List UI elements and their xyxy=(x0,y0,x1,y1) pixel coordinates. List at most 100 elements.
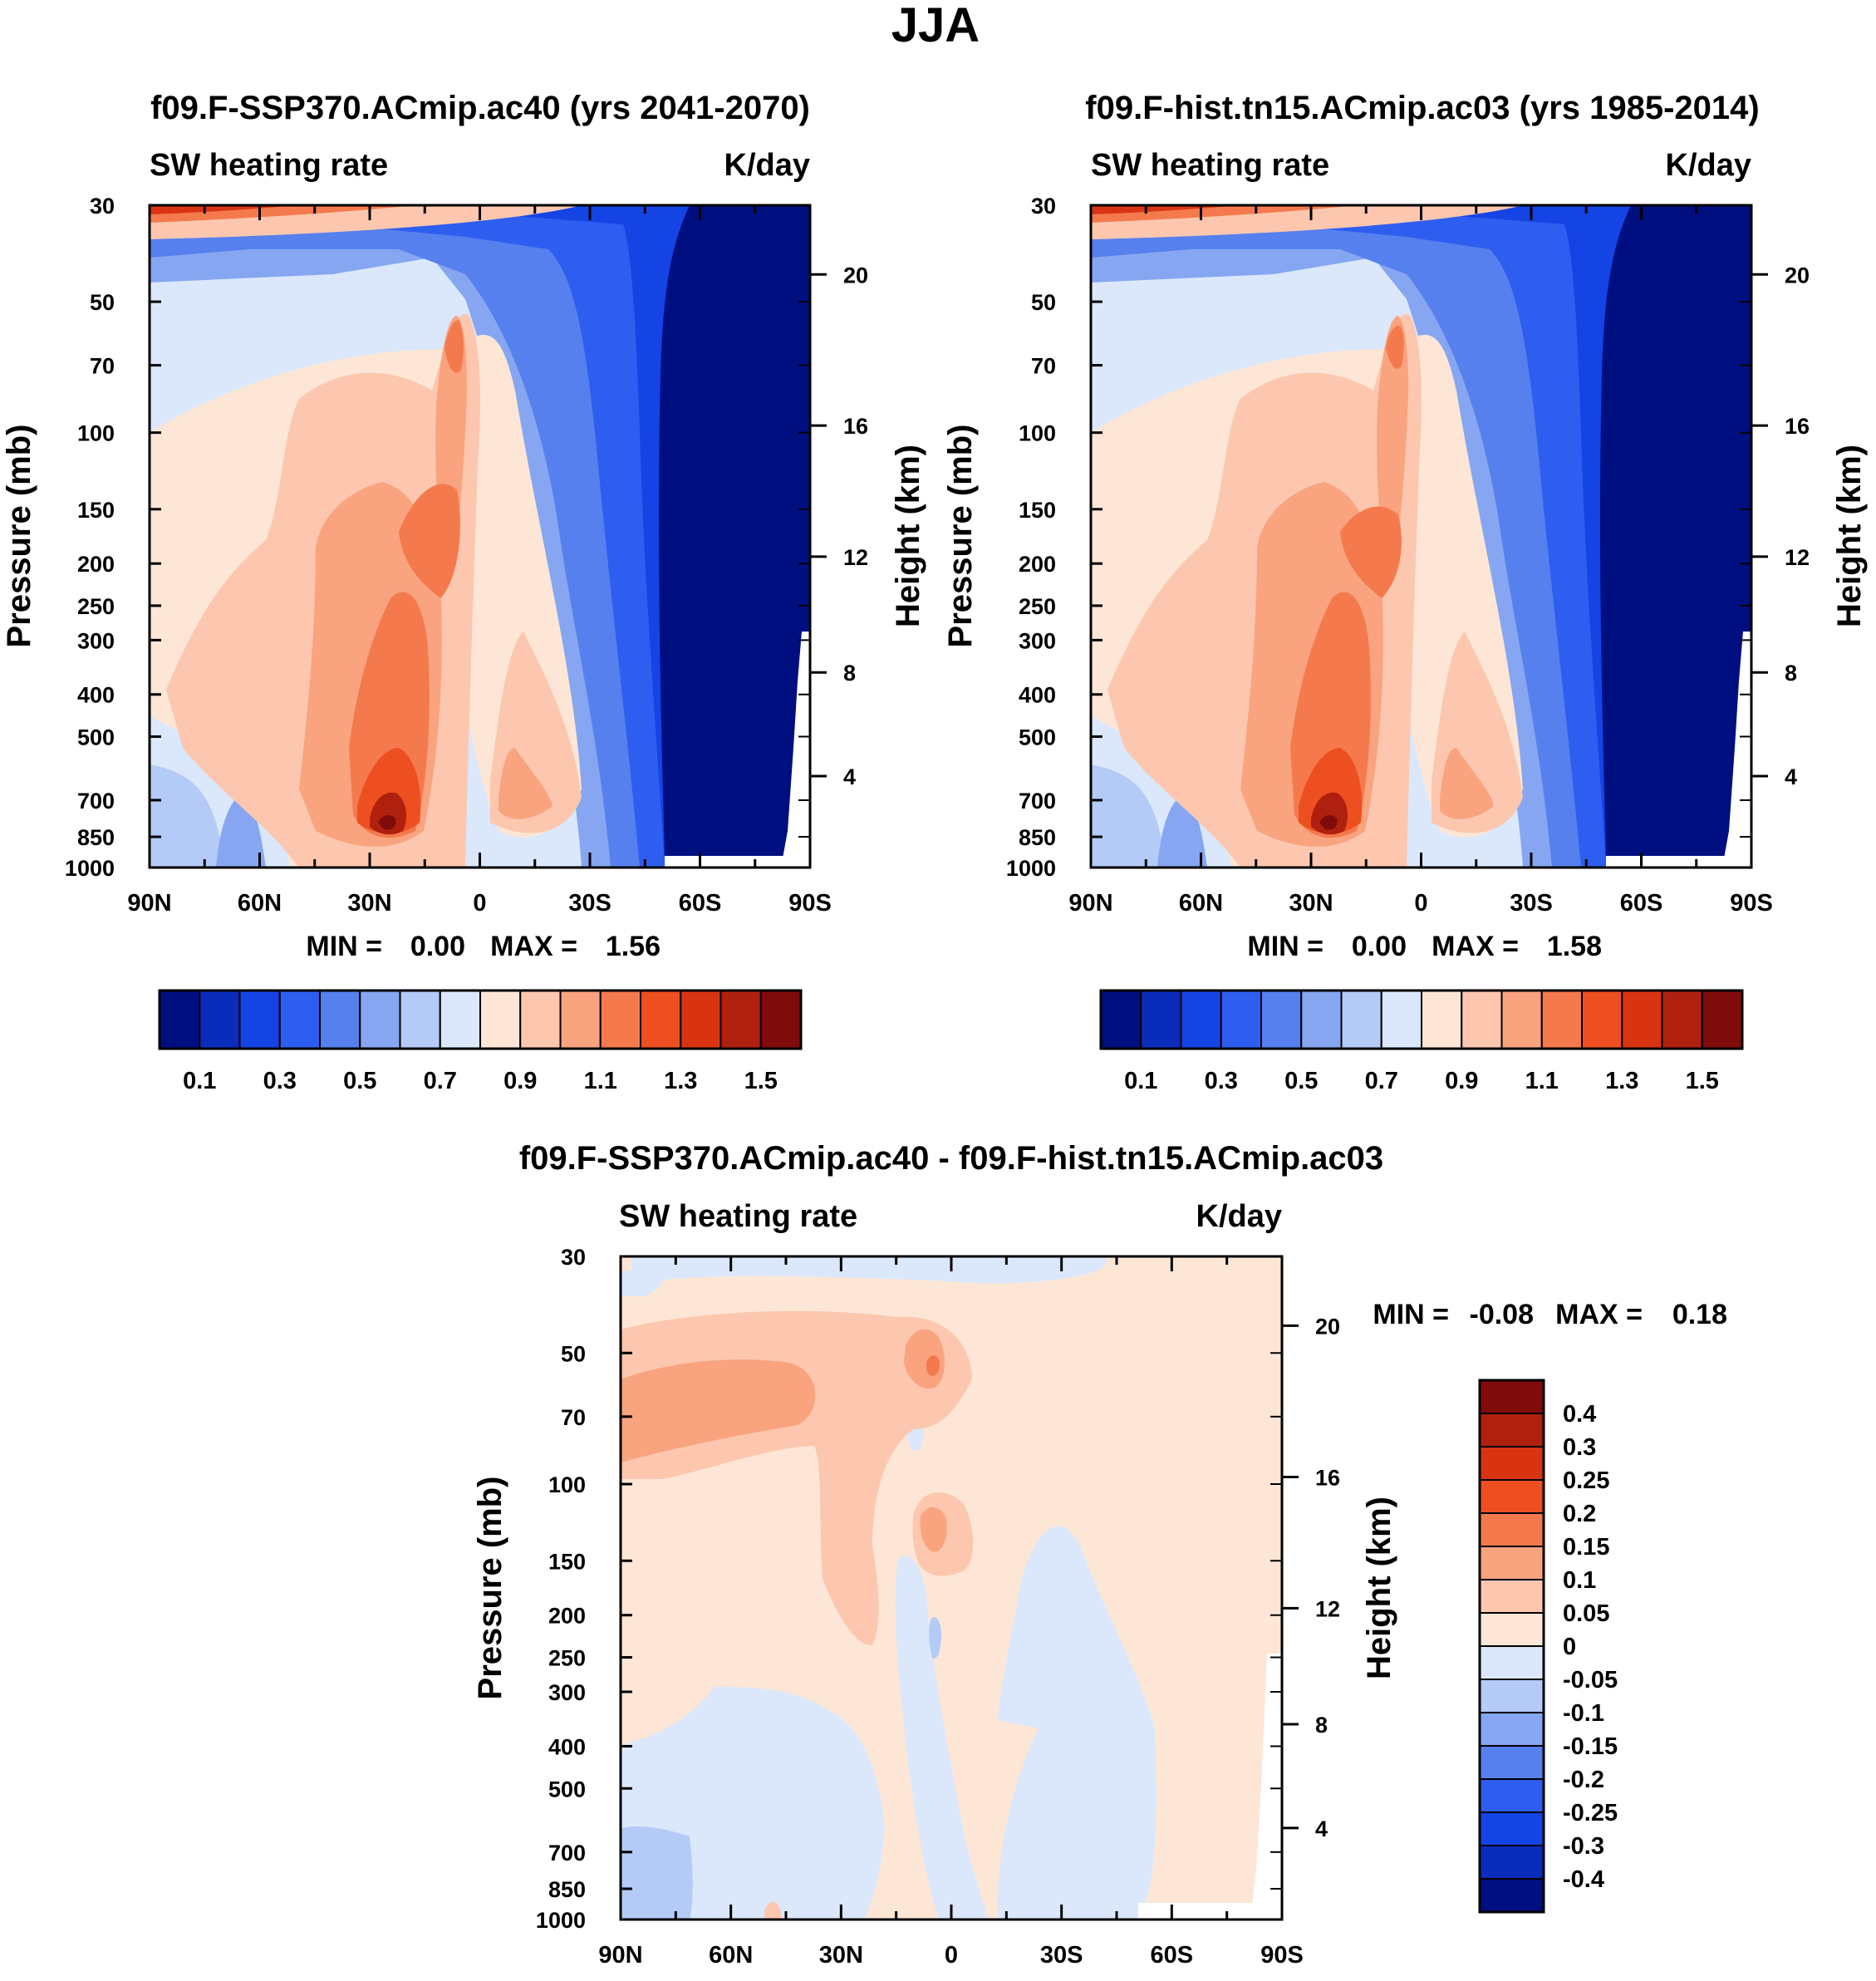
max-value: 0.18 xyxy=(1672,1299,1727,1330)
colorbar-label: 0.5 xyxy=(343,1068,376,1094)
colorbar-label: 0.3 xyxy=(1205,1068,1238,1094)
x-tick-label: 0 xyxy=(473,890,486,917)
y-tick-label: 30 xyxy=(561,1245,586,1270)
y-tick-label: 50 xyxy=(1031,290,1056,315)
x-tick-label: 90S xyxy=(1260,1942,1304,1969)
colorbar: 0.1 0.3 0.5 0.7 0.9 1.1 1.3 1.5 xyxy=(158,989,803,1094)
min-label: MIN = xyxy=(1373,1299,1449,1330)
y-tick-label: 1000 xyxy=(536,1908,586,1933)
colorbar-label: -0.1 xyxy=(1563,1700,1604,1727)
colorbar-label: 1.3 xyxy=(664,1068,697,1094)
y-axis-label-right: Height (km) xyxy=(890,445,926,627)
y-tick-label: 250 xyxy=(548,1646,586,1671)
colorbar-swatch xyxy=(439,990,481,1049)
y-tick-label: 250 xyxy=(77,594,115,619)
y-tick-label: 700 xyxy=(1019,789,1056,814)
variable-label: SW heating rate xyxy=(619,1199,857,1234)
y-tick-label: 400 xyxy=(77,683,115,708)
colorbar-swatch xyxy=(1479,1712,1545,1747)
colorbar-swatch xyxy=(1479,1878,1545,1913)
y-tick-label: 850 xyxy=(77,825,115,850)
units-label: K/day xyxy=(1666,148,1751,183)
colorbar-label: 0.05 xyxy=(1563,1600,1609,1627)
contour-deep-red xyxy=(370,792,407,835)
colorbar: 0.1 0.3 0.5 0.7 0.9 1.1 1.3 1.5 xyxy=(1099,989,1744,1094)
axes: 30 50 70 100 150 200 250 300 400 500 700 850 1000 20 1… xyxy=(1006,194,1810,917)
colorbar-label: 1.1 xyxy=(584,1068,617,1094)
colorbar-label: 0.5 xyxy=(1284,1068,1318,1094)
colorbar-label: 0.25 xyxy=(1563,1467,1609,1494)
colorbar-swatch xyxy=(719,990,762,1049)
colorbar-swatch xyxy=(1479,1512,1545,1547)
contour-darkest xyxy=(1319,814,1338,830)
contour-neg-low-blue xyxy=(621,1826,693,1920)
colorbar-label: -0.05 xyxy=(1563,1667,1618,1693)
y-tick-label: 70 xyxy=(561,1405,586,1430)
contour-darkest xyxy=(378,814,396,830)
x-tick-label: 60S xyxy=(1620,890,1663,917)
colorbar-label: -0.25 xyxy=(1563,1800,1618,1826)
x-tick-label: 60S xyxy=(1151,1942,1194,1969)
colorbar-label: 0.7 xyxy=(1365,1068,1398,1094)
x-tick-label: 60N xyxy=(1179,890,1223,917)
contour-field xyxy=(1091,205,1751,868)
x-tick-label: 30N xyxy=(819,1942,863,1969)
height-tick-label: 16 xyxy=(1785,414,1810,439)
colorbar-label: 0.4 xyxy=(1563,1401,1596,1428)
missing-data-edge xyxy=(781,632,810,868)
min-value: 0.00 xyxy=(1352,931,1407,962)
colorbar-swatch xyxy=(1180,990,1222,1049)
y-tick-label: 850 xyxy=(548,1877,586,1902)
contour-orange-mid xyxy=(399,484,460,598)
y-tick-label: 50 xyxy=(561,1341,586,1366)
contour-upper-red-tongue xyxy=(1386,325,1404,369)
colorbar-swatch xyxy=(1479,1612,1545,1647)
x-tick-label: 0 xyxy=(1414,890,1427,917)
panel-title: f09.F-SSP370.ACmip.ac40 - f09.F-hist.tn1… xyxy=(519,1140,1383,1177)
contour-top-layer-3 xyxy=(1091,205,1240,214)
colorbar-label: -0.15 xyxy=(1563,1733,1618,1760)
colorbar-swatch xyxy=(1340,990,1382,1049)
height-tick-label: 16 xyxy=(843,414,868,439)
colorbar-swatch xyxy=(278,990,321,1049)
colorbar-swatch xyxy=(1479,1745,1545,1780)
colorbar-label: 0.3 xyxy=(1563,1434,1596,1461)
colorbar-swatch xyxy=(1220,990,1262,1049)
colorbar-frame xyxy=(1099,989,1744,1050)
y-tick-label: 300 xyxy=(548,1680,586,1705)
contour-upper-red-tongue xyxy=(444,320,464,373)
y-tick-label: 500 xyxy=(548,1777,586,1802)
contour-red-south xyxy=(498,748,552,819)
contour-neg-eq-column xyxy=(895,1556,989,1920)
colorbar-swatch xyxy=(640,990,682,1049)
colorbar-swatch xyxy=(759,990,802,1049)
height-tick-label: 4 xyxy=(1785,764,1797,789)
colorbar-label: 0.1 xyxy=(1563,1567,1596,1594)
missing-data-region xyxy=(1138,1903,1255,1920)
panel-ssp370: f09.F-SSP370.ACmip.ac40 (yrs 2041-2070) … xyxy=(1,90,926,1094)
y-axis-label: Pressure (mb) xyxy=(1,425,37,648)
colorbar-swatch xyxy=(1479,1579,1545,1614)
y-tick-label: 100 xyxy=(548,1472,586,1497)
height-tick-label: 8 xyxy=(843,661,856,686)
colorbar-label: 0.15 xyxy=(1563,1534,1609,1561)
contour-field xyxy=(150,205,810,868)
contour-pos-lower-island xyxy=(764,1901,781,1920)
colorbar-swatch xyxy=(1461,990,1503,1049)
colorbar-swatch xyxy=(1540,990,1583,1049)
contour-field xyxy=(621,1256,1282,1920)
y-tick-label: 50 xyxy=(90,290,115,315)
colorbar-swatch xyxy=(1479,1778,1545,1813)
colorbar-frame xyxy=(158,989,803,1050)
y-tick-label: 250 xyxy=(1019,594,1056,619)
colorbar-swatch xyxy=(199,990,241,1049)
colorbar-swatch xyxy=(1581,990,1623,1049)
height-tick-label: 12 xyxy=(1315,1596,1340,1621)
contour-navy xyxy=(1599,205,1751,856)
colorbar-swatch xyxy=(1140,990,1182,1049)
contour-red-south xyxy=(1440,748,1494,819)
y-tick-label: 300 xyxy=(1019,628,1056,653)
colorbar-swatch xyxy=(1479,1546,1545,1580)
y-tick-label: 150 xyxy=(77,498,115,523)
